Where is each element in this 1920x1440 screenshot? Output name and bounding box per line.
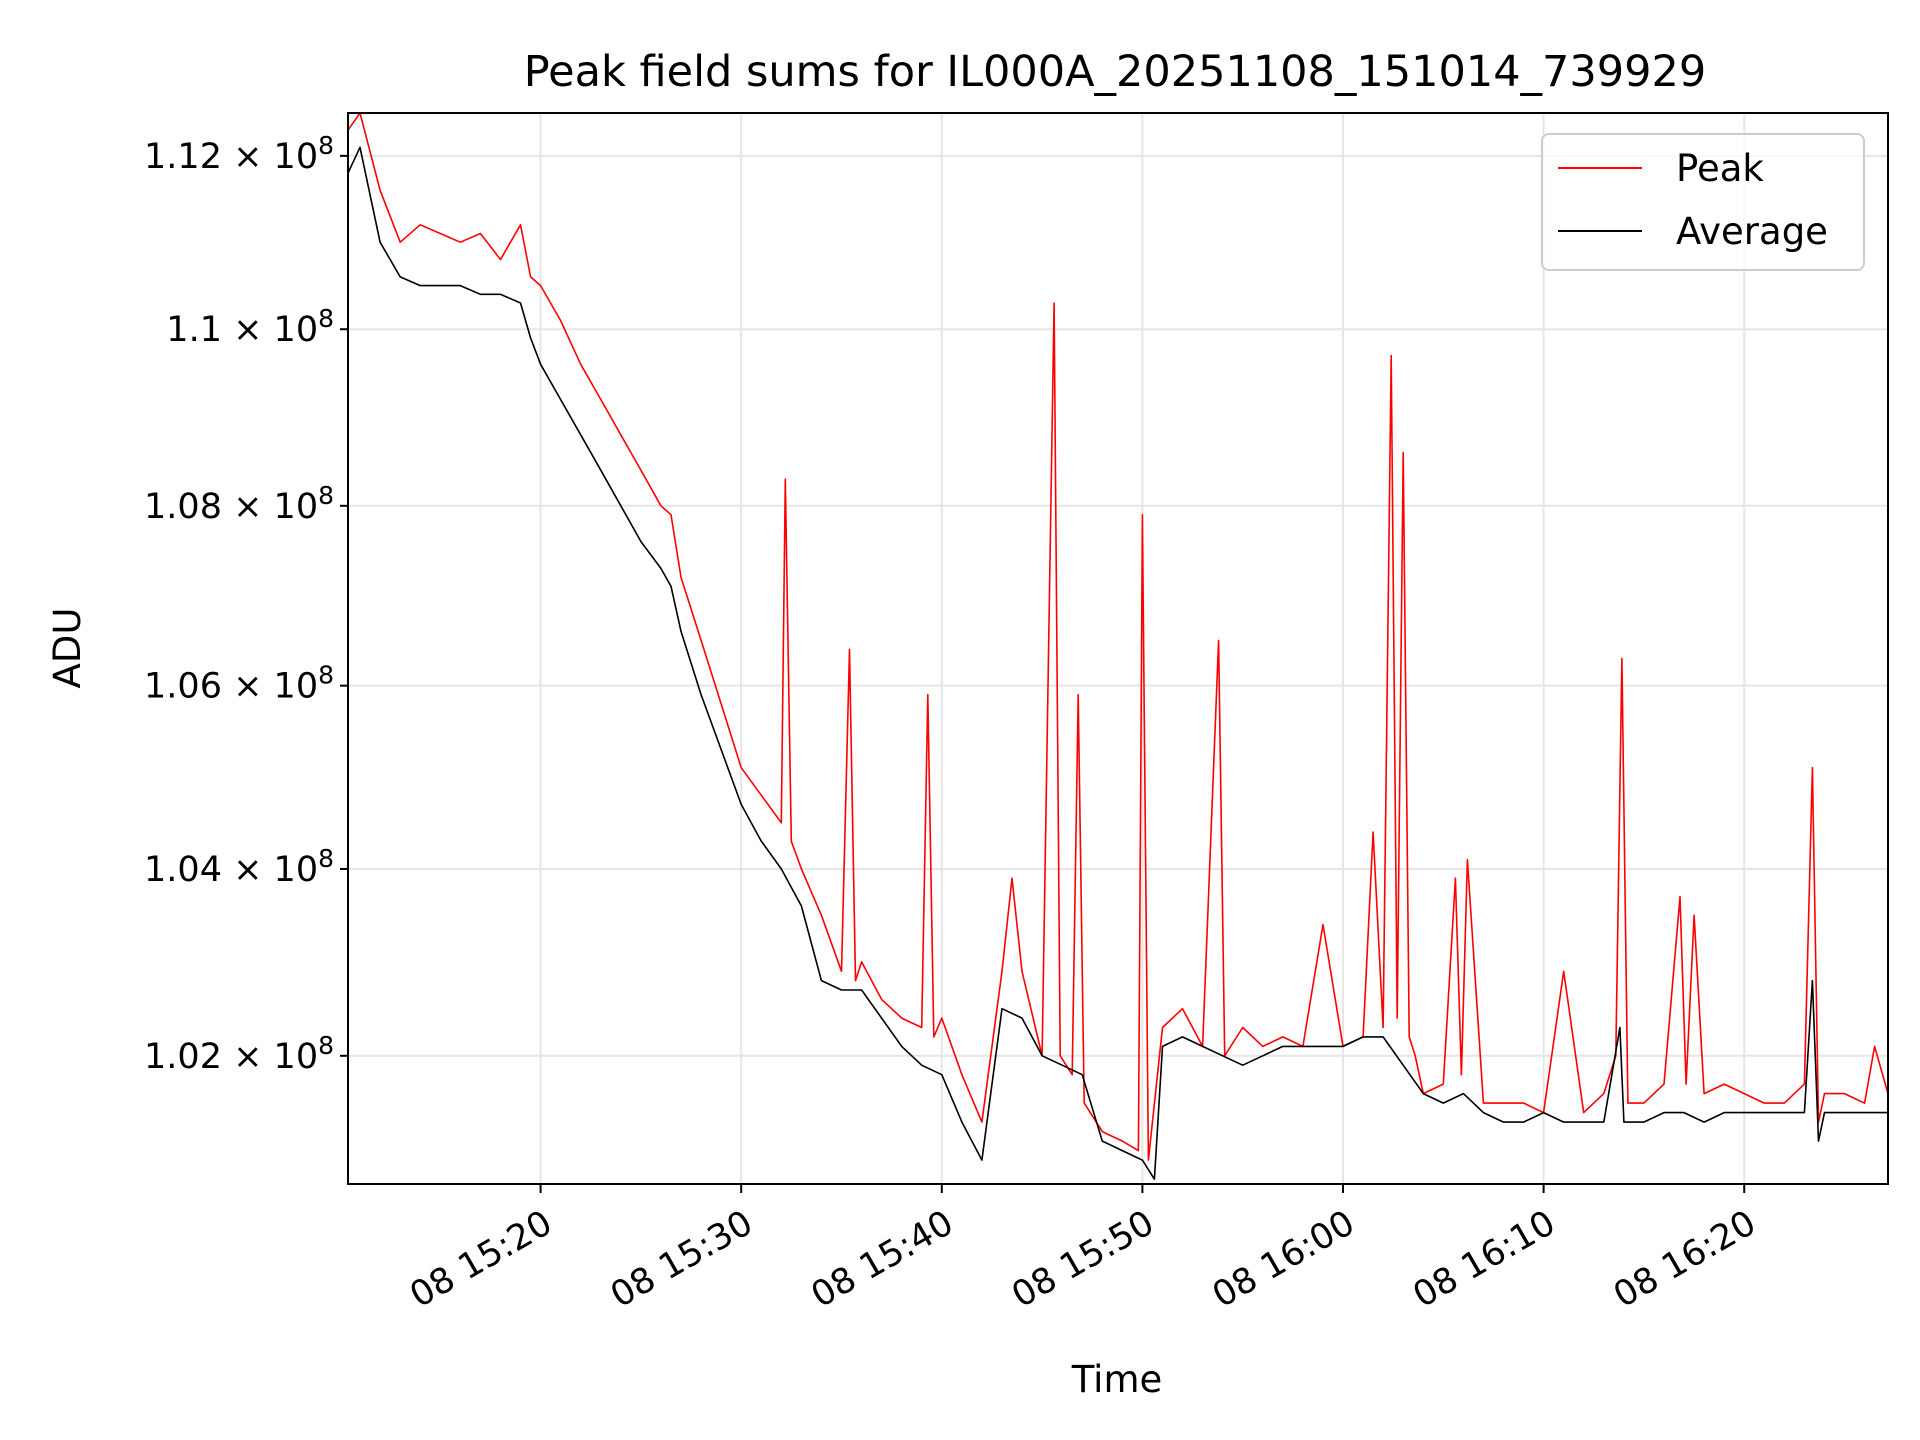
y-tick-times: ×: [222, 667, 274, 707]
chart-title: Peak field sums for IL000A_20251108_1510…: [524, 47, 1706, 97]
legend: Peak Average: [1541, 133, 1865, 271]
y-tick-base: 10: [274, 487, 319, 527]
y-axis-label: ADU: [46, 608, 89, 689]
y-tick-mantissa: 1.02: [144, 1037, 222, 1077]
y-tick-base: 10: [274, 850, 319, 890]
y-tick-label: 1.02 × 108: [144, 1031, 334, 1077]
y-tick-mantissa: 1.04: [144, 850, 222, 890]
y-tick-mantissa: 1.1: [166, 310, 222, 350]
y-tick-times: ×: [222, 487, 274, 527]
legend-label-average: Average: [1676, 210, 1828, 253]
y-tick-mantissa: 1.12: [144, 137, 222, 177]
y-tick-base: 10: [274, 137, 319, 177]
series-line-average: [347, 146, 1888, 1180]
series-line-peak: [347, 112, 1889, 1161]
y-tick-exponent: 8: [318, 131, 334, 160]
y-tick-label: 1.12 × 108: [144, 131, 334, 177]
y-tick-base: 10: [274, 1037, 319, 1077]
y-tick-exponent: 8: [318, 1031, 334, 1060]
y-tick-exponent: 8: [318, 481, 334, 510]
y-tick-times: ×: [222, 850, 274, 890]
grid: [348, 113, 1888, 1184]
y-tick-times: ×: [222, 310, 274, 350]
y-tick-label: 1.1 × 108: [166, 304, 334, 350]
series-layer: [347, 112, 1889, 1180]
y-tick-exponent: 8: [318, 304, 334, 333]
y-tick-mantissa: 1.08: [144, 487, 222, 527]
y-tick-label: 1.08 × 108: [144, 481, 334, 527]
y-tick-times: ×: [222, 1037, 274, 1077]
y-tick-exponent: 8: [318, 844, 334, 873]
y-tick-mantissa: 1.06: [144, 667, 222, 707]
y-tick-label: 1.04 × 108: [144, 844, 334, 890]
x-axis-label: Time: [1071, 1358, 1163, 1401]
y-tick-exponent: 8: [318, 661, 334, 690]
y-tick-base: 10: [274, 310, 319, 350]
y-tick-label: 1.06 × 108: [144, 661, 334, 707]
y-tick-base: 10: [274, 667, 319, 707]
legend-label-peak: Peak: [1676, 147, 1764, 190]
y-tick-times: ×: [222, 137, 274, 177]
plot-frame: [347, 112, 1889, 1185]
